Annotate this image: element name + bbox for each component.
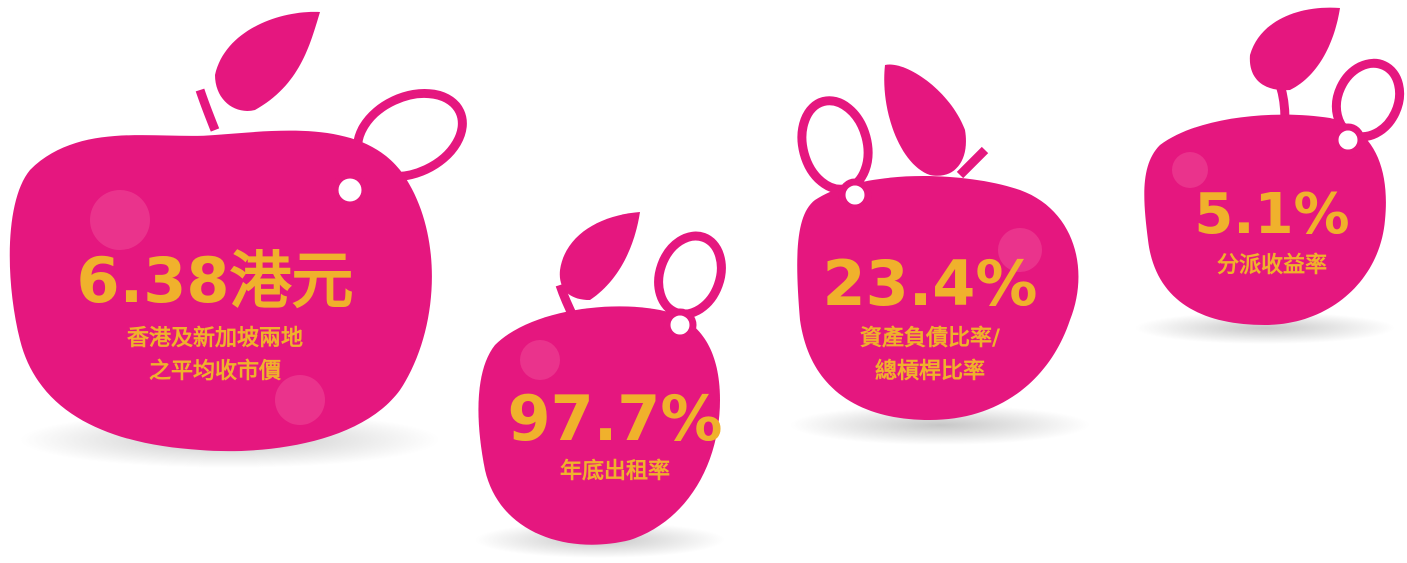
leaf (559, 212, 640, 300)
tag-ring (838, 178, 872, 212)
loop (654, 231, 726, 319)
value: 6.38港元 (77, 244, 354, 317)
apple-4: 5.1% 分派收益率 (1135, 7, 1405, 344)
label: 分派收益率 (1217, 252, 1327, 278)
stem (956, 146, 989, 179)
loop (797, 96, 873, 194)
leaf (884, 64, 966, 176)
value: 5.1% (1194, 182, 1349, 247)
leaf (215, 11, 320, 111)
tag-ring (663, 308, 697, 342)
apple-1: 6.38港元 香港及新加坡兩地 之平均收市價 (9, 11, 467, 468)
leaf (1249, 7, 1340, 91)
label: 香港及新加坡兩地 (127, 325, 303, 351)
apple-2: 97.7% 年底出租率 (475, 212, 726, 558)
stem (195, 88, 220, 132)
value: 23.4% (822, 247, 1037, 320)
shadow (1135, 312, 1395, 344)
tag-ring (331, 171, 369, 209)
texture (520, 340, 560, 380)
label: 資產負債比率/ (860, 325, 1001, 351)
texture (998, 228, 1042, 272)
texture (1172, 152, 1208, 188)
value: 97.7% (507, 382, 722, 455)
label: 之平均收市價 (149, 358, 282, 384)
texture (90, 190, 150, 250)
tag-ring (1331, 123, 1365, 157)
texture (275, 375, 325, 425)
apple-3: 23.4% 資產負債比率/ 總槓桿比率 (790, 64, 1090, 445)
label: 年底出租率 (560, 458, 670, 484)
shadow (790, 405, 1090, 445)
label: 總槓桿比率 (875, 358, 985, 384)
